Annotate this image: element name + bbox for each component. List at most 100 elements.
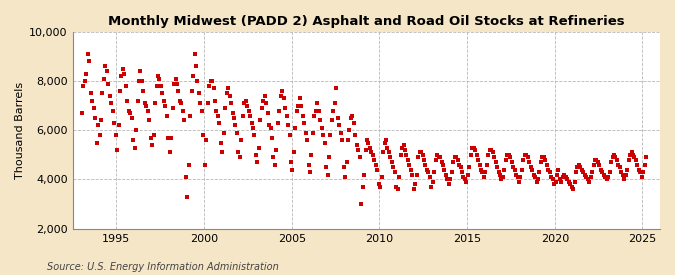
Point: [483, 153, 493, 157]
Point: [383, 150, 394, 155]
Point: [579, 172, 590, 177]
Point: [96, 118, 107, 123]
Point: [568, 187, 578, 191]
Point: [558, 175, 568, 179]
Point: [167, 106, 178, 110]
Point: [256, 106, 267, 110]
Point: [526, 167, 537, 172]
Point: [574, 163, 585, 167]
Point: [125, 111, 136, 115]
Point: [120, 84, 131, 88]
Point: [99, 76, 109, 81]
Point: [468, 145, 479, 150]
Point: [290, 126, 301, 130]
Point: [131, 128, 142, 133]
Point: [603, 175, 614, 179]
Point: [265, 126, 276, 130]
Point: [310, 108, 321, 113]
Point: [189, 52, 200, 56]
Point: [421, 167, 432, 172]
Point: [317, 126, 327, 130]
Point: [233, 150, 244, 155]
Point: [109, 121, 119, 125]
Point: [605, 160, 616, 164]
Point: [626, 150, 637, 155]
Point: [87, 99, 98, 103]
Point: [204, 84, 215, 88]
Point: [493, 170, 504, 174]
Point: [221, 91, 232, 96]
Point: [318, 133, 329, 138]
Point: [417, 153, 428, 157]
Point: [381, 138, 392, 142]
Point: [357, 185, 368, 189]
Point: [502, 153, 513, 157]
Point: [269, 163, 280, 167]
Point: [598, 172, 609, 177]
Point: [420, 163, 431, 167]
Point: [253, 145, 264, 150]
Point: [161, 113, 172, 118]
Point: [194, 91, 205, 96]
Point: [412, 155, 423, 160]
Point: [391, 185, 402, 189]
Point: [182, 194, 192, 199]
Point: [448, 160, 458, 164]
Point: [214, 121, 225, 125]
Point: [632, 163, 643, 167]
Point: [343, 138, 354, 142]
Point: [302, 138, 313, 142]
Point: [572, 165, 583, 169]
Point: [110, 133, 121, 138]
Point: [262, 111, 273, 115]
Point: [146, 143, 157, 147]
Point: [210, 99, 221, 103]
Point: [198, 133, 209, 138]
Point: [372, 167, 383, 172]
Point: [151, 84, 162, 88]
Point: [236, 138, 247, 142]
Point: [163, 136, 173, 140]
Point: [207, 79, 217, 83]
Point: [176, 101, 187, 105]
Point: [346, 116, 356, 120]
Point: [629, 155, 640, 160]
Point: [169, 81, 180, 86]
Point: [474, 163, 485, 167]
Point: [630, 158, 641, 162]
Point: [140, 101, 151, 105]
Point: [278, 96, 289, 101]
Point: [178, 108, 188, 113]
Point: [394, 175, 404, 179]
Point: [464, 165, 475, 169]
Point: [398, 143, 409, 147]
Point: [195, 101, 206, 105]
Point: [279, 106, 290, 110]
Point: [392, 187, 403, 191]
Point: [389, 170, 400, 174]
Point: [476, 167, 487, 172]
Point: [610, 155, 621, 160]
Point: [461, 180, 472, 184]
Point: [142, 108, 153, 113]
Point: [213, 113, 223, 118]
Point: [531, 180, 542, 184]
Point: [614, 165, 625, 169]
Point: [535, 160, 546, 164]
Point: [338, 165, 349, 169]
Point: [624, 153, 635, 157]
Point: [570, 170, 581, 174]
Point: [565, 182, 576, 186]
Point: [150, 101, 161, 105]
Point: [479, 175, 489, 179]
Point: [559, 172, 570, 177]
Point: [445, 177, 456, 182]
Point: [353, 148, 364, 152]
Point: [352, 143, 362, 147]
Point: [219, 131, 230, 135]
Point: [496, 177, 507, 182]
Point: [560, 175, 571, 179]
Point: [281, 113, 292, 118]
Point: [530, 175, 541, 179]
Point: [230, 123, 241, 128]
